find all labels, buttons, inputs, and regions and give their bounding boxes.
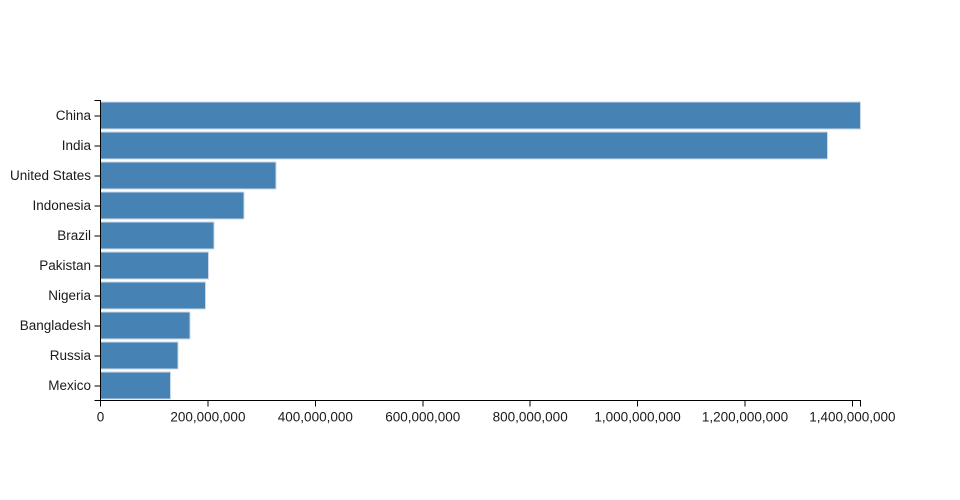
y-tick-label-china: China — [56, 108, 92, 123]
x-tick-label: 1,400,000,000 — [809, 410, 895, 425]
bar-russia — [100, 341, 179, 370]
bar-china — [100, 101, 861, 130]
bar-bangladesh — [100, 311, 191, 340]
x-tick-label: 800,000,000 — [493, 410, 568, 425]
y-axis-line — [94, 100, 101, 401]
x-tick-label: 200,000,000 — [170, 410, 245, 425]
bar-pakistan — [100, 251, 209, 280]
y-tick-label-india: India — [62, 138, 92, 153]
y-axis: China India United States Indonesia Brazil Pa… — [10, 100, 101, 401]
y-tick-label-united-states: United States — [10, 168, 91, 183]
x-tick-label: 400,000,000 — [278, 410, 353, 425]
y-tick-label-brazil: Brazil — [57, 228, 91, 243]
y-tick-label-mexico: Mexico — [48, 378, 91, 393]
bar-india — [100, 131, 829, 160]
bar-mexico — [100, 371, 172, 400]
x-tick-label: 1,200,000,000 — [702, 410, 788, 425]
y-tick-label-nigeria: Nigeria — [48, 288, 91, 303]
x-axis-line — [100, 400, 861, 407]
y-tick-label-russia: Russia — [50, 348, 92, 363]
bar-indonesia — [100, 191, 245, 220]
y-tick-label-bangladesh: Bangladesh — [20, 318, 91, 333]
x-axis: 0 200,000,000 400,000,000 600,000,000 800,00… — [97, 400, 896, 425]
y-tick-label-pakistan: Pakistan — [39, 258, 91, 273]
x-tick-label: 0 — [97, 410, 105, 425]
bar-brazil — [100, 221, 215, 250]
bars-group — [100, 101, 861, 400]
y-tick-label-indonesia: Indonesia — [32, 198, 91, 213]
x-tick-label: 600,000,000 — [385, 410, 460, 425]
bar-united-states — [100, 161, 277, 190]
bar-nigeria — [100, 281, 207, 310]
x-tick-label: 1,000,000,000 — [594, 410, 680, 425]
